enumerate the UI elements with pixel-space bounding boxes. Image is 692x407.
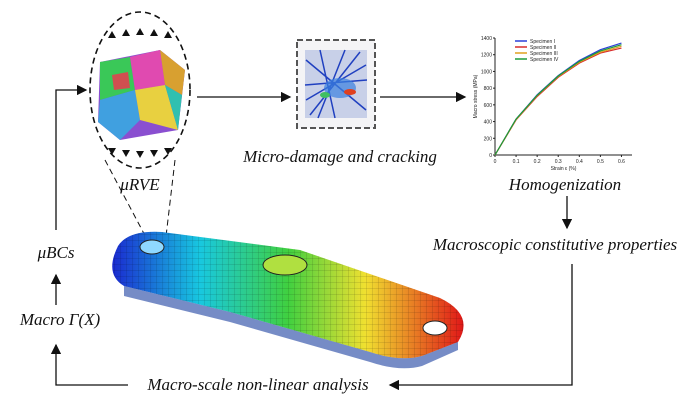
y-tick-label: 400 bbox=[484, 120, 493, 126]
micro-figure bbox=[297, 40, 375, 128]
stress-strain-plot: 0 0.1 0.2 0.3 0.4 0.5 0.6 0 200 400 600 800 1000 1200… bbox=[473, 36, 632, 172]
x-tick-label: 0.5 bbox=[597, 159, 604, 165]
x-tick-label: 0.4 bbox=[576, 159, 583, 165]
y-tick-label: 600 bbox=[484, 103, 493, 109]
y-tick-label: 200 bbox=[484, 136, 493, 142]
y-tick-label: 1400 bbox=[481, 36, 492, 42]
y-tick-label: 0 bbox=[489, 153, 492, 159]
bcs-label: μBCs bbox=[37, 243, 75, 262]
x-tick-label: 0.2 bbox=[534, 159, 541, 165]
y-tick-label: 800 bbox=[484, 86, 493, 92]
y-axis-label: Macro stress (MPa) bbox=[473, 74, 479, 118]
y-tick-label: 1000 bbox=[481, 69, 492, 75]
arrow bbox=[56, 345, 128, 385]
legend-label: Specimen IV bbox=[530, 57, 559, 63]
x-tick-label: 0 bbox=[494, 159, 497, 165]
macro-properties-label: Macroscopic constitutive properties bbox=[432, 235, 678, 254]
macro-analysis-label: Macro-scale non-linear analysis bbox=[146, 375, 369, 394]
y-tick-label: 1200 bbox=[481, 53, 492, 59]
rve-figure bbox=[90, 12, 190, 245]
diagram: μRVE Micro-damage and cracking 0 0.1 0.2 0.… bbox=[0, 0, 692, 407]
series-line bbox=[495, 48, 621, 155]
x-axis-label: Strain ε (%) bbox=[551, 166, 577, 172]
fe-part bbox=[112, 232, 463, 368]
macro-gamma-label: Macro Γ(X) bbox=[19, 310, 101, 329]
micro-label: Micro-damage and cracking bbox=[242, 147, 437, 166]
homogenization-label: Homogenization bbox=[508, 175, 621, 194]
x-tick-label: 0.1 bbox=[513, 159, 520, 165]
x-tick-label: 0.3 bbox=[555, 159, 562, 165]
rve-label: μRVE bbox=[119, 175, 160, 194]
x-tick-label: 0.6 bbox=[618, 159, 625, 165]
arrow bbox=[56, 90, 86, 230]
